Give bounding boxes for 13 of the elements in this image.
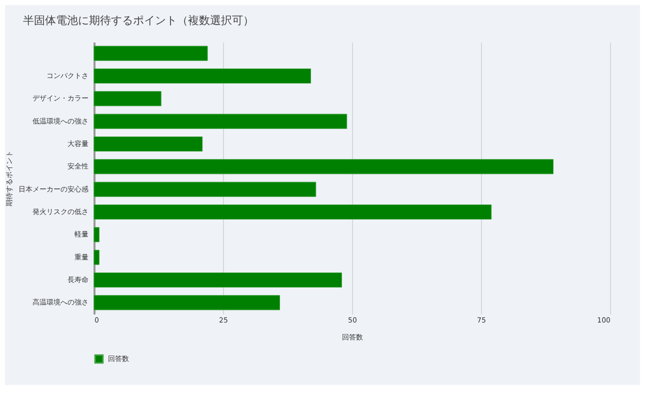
bar	[94, 46, 208, 61]
bar	[94, 204, 492, 220]
bar	[94, 136, 203, 152]
bar	[94, 91, 162, 106]
bar	[94, 250, 100, 265]
bar	[94, 159, 554, 174]
bar	[94, 68, 311, 84]
bar	[94, 182, 316, 197]
bar	[94, 227, 100, 242]
bar	[94, 272, 342, 288]
bar	[94, 295, 280, 310]
bar	[94, 114, 348, 129]
chart-title: 半固体電池に期待するポイント（複数選択可）	[23, 14, 254, 27]
